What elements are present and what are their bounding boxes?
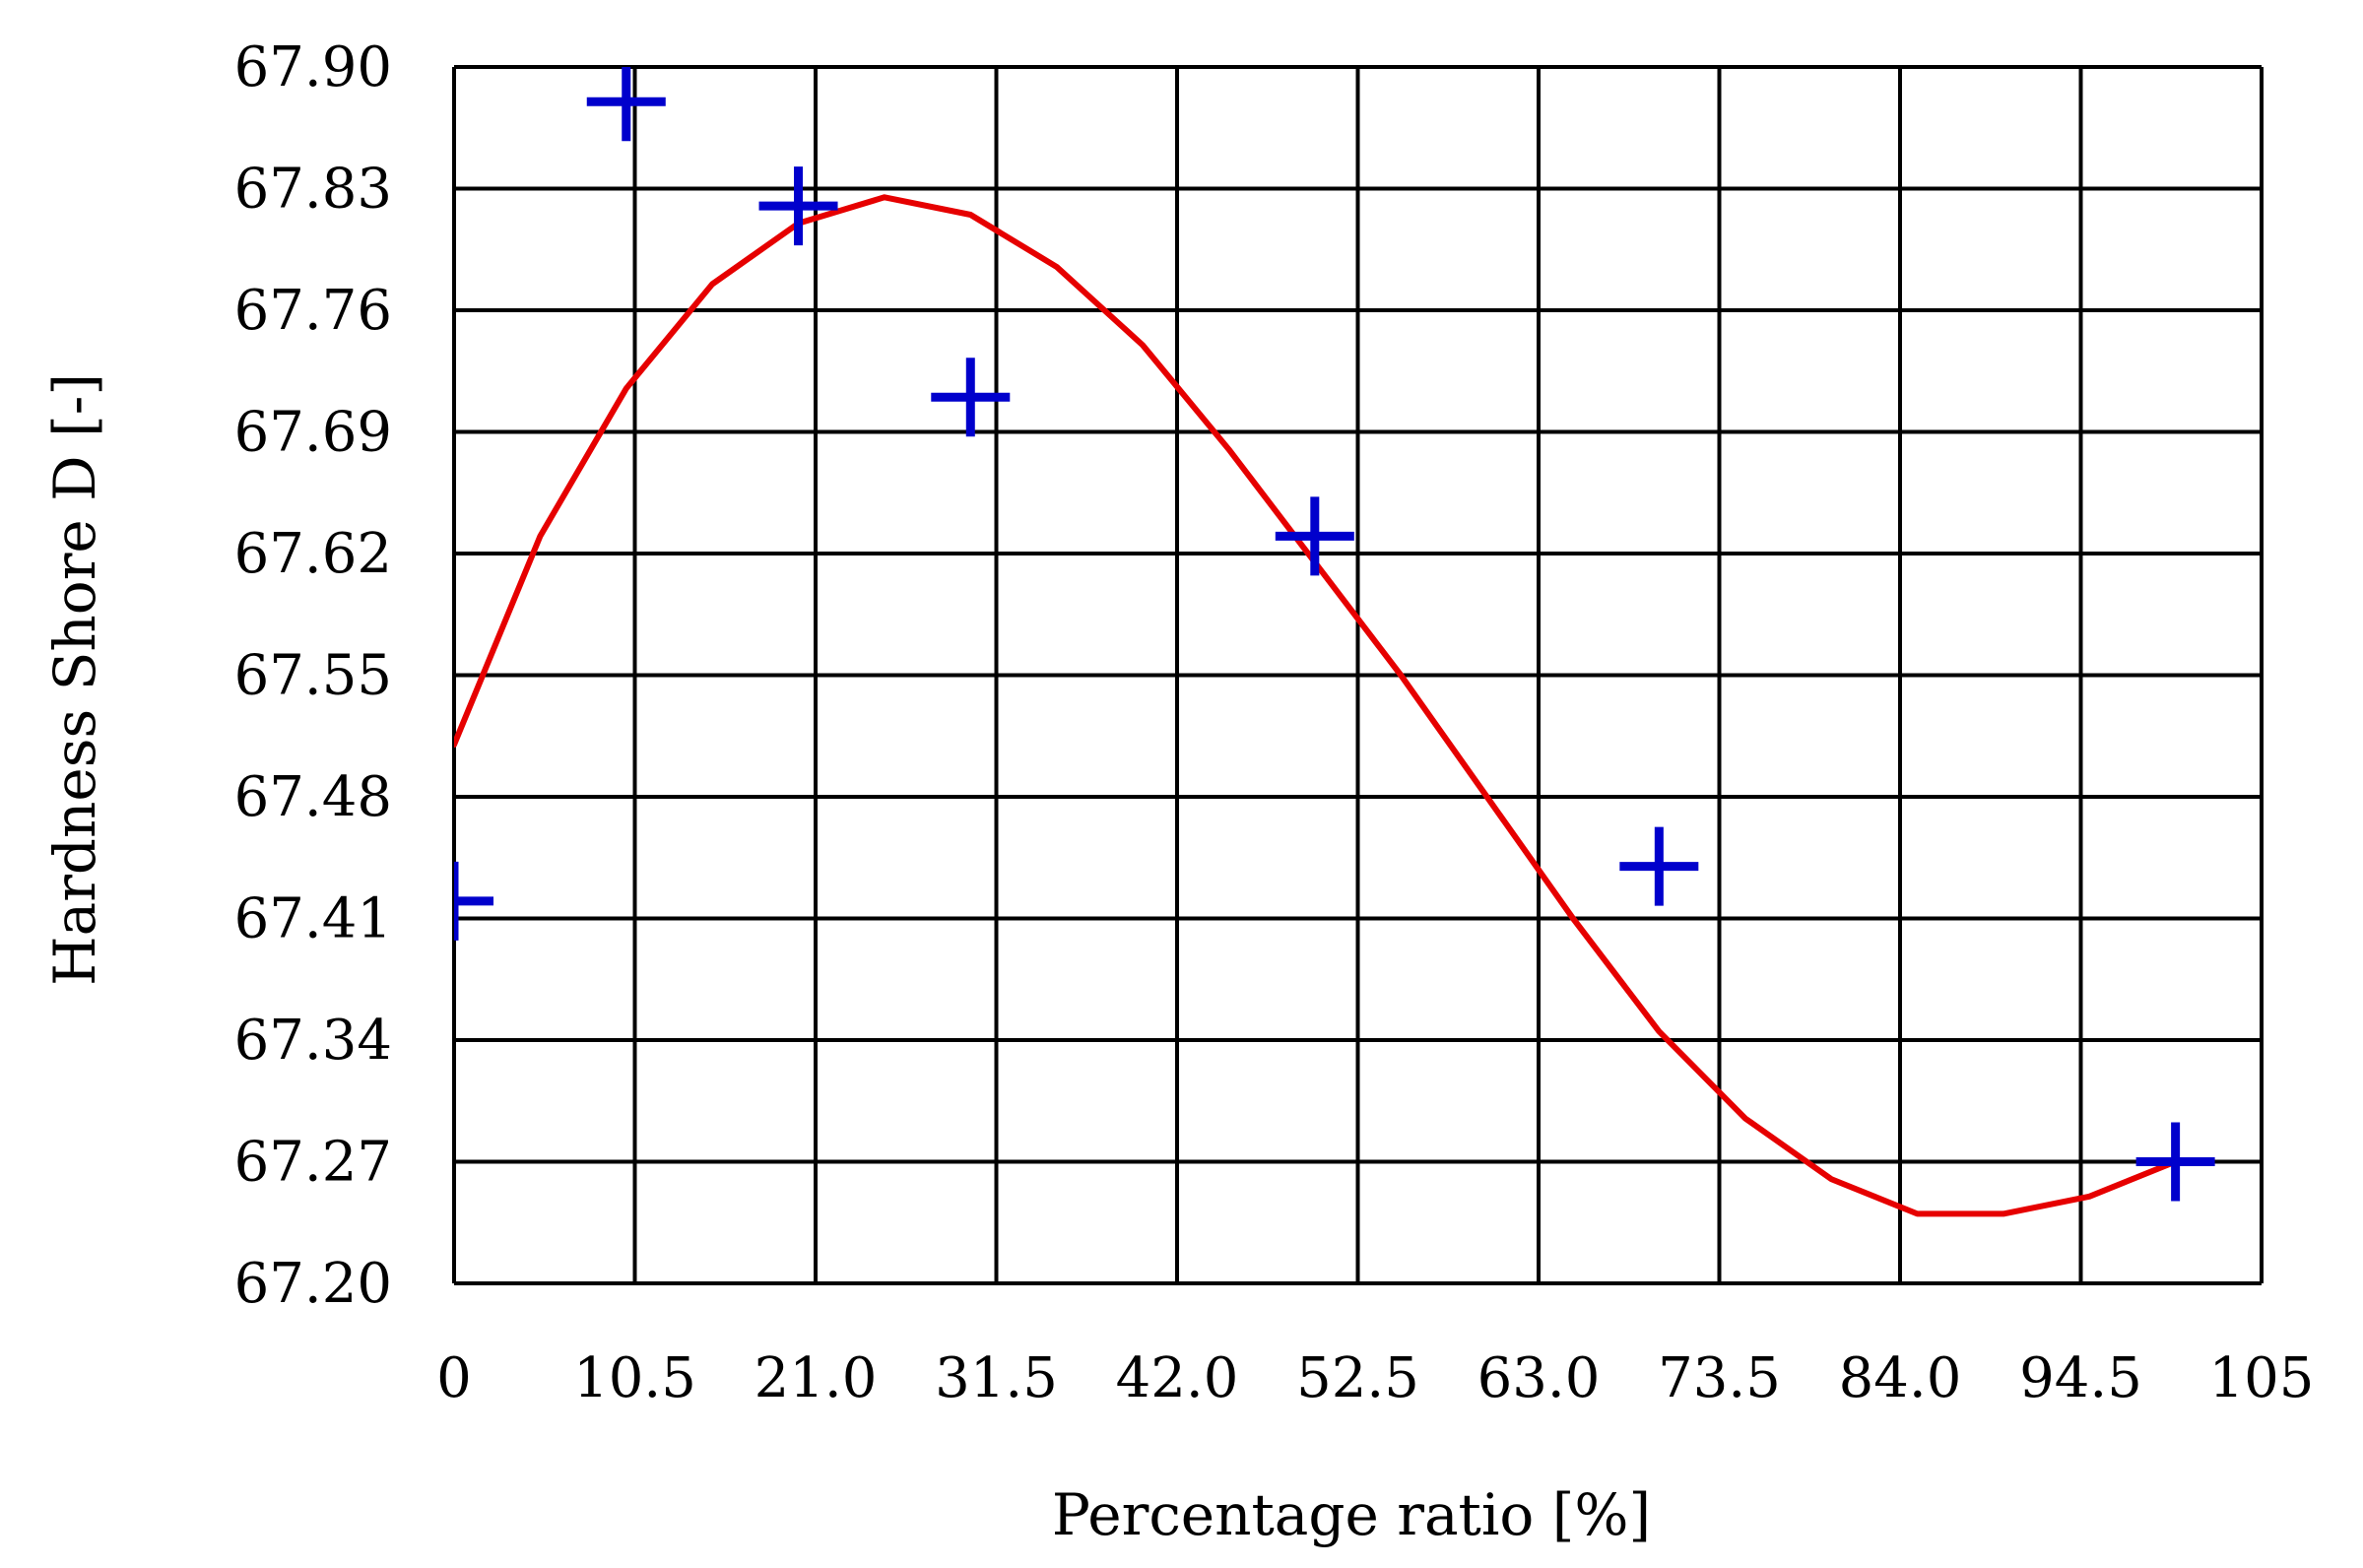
data-point-marker xyxy=(1619,826,1699,906)
y-tick-label: 67.55 xyxy=(234,644,392,708)
y-tick-label: 67.34 xyxy=(234,1009,392,1073)
x-tick-label: 63.0 xyxy=(1477,1346,1601,1410)
grid xyxy=(452,65,2264,1285)
x-tick-label: 73.5 xyxy=(1658,1346,1781,1410)
x-tick-label: 42.0 xyxy=(1116,1346,1239,1410)
y-tick-label: 67.41 xyxy=(234,887,392,951)
data-point-marker xyxy=(931,358,1011,437)
x-tick-label: 52.5 xyxy=(1296,1346,1419,1410)
y-axis-label: Hardness Shore D [-] xyxy=(41,373,108,986)
x-axis-label: Percentage ratio [%] xyxy=(1052,1481,1651,1548)
x-tick-label: 105 xyxy=(2209,1346,2315,1410)
y-tick-label: 67.48 xyxy=(234,765,392,829)
x-tick-label: 94.5 xyxy=(2019,1346,2142,1410)
data-point-marker xyxy=(2135,1122,2215,1202)
data-point-marker xyxy=(758,166,838,246)
x-tick-label: 84.0 xyxy=(1839,1346,1962,1410)
plot-area xyxy=(454,67,2215,1217)
y-tick-label: 67.76 xyxy=(234,279,392,343)
x-tick-labels: 0 10.5 21.0 31.5 42.0 52.5 63.0 73.5 84.0 94.5 105 xyxy=(436,1346,2314,1410)
y-tick-label: 67.90 xyxy=(234,35,392,99)
data-point-marker xyxy=(1275,496,1354,576)
y-tick-label: 67.20 xyxy=(234,1252,392,1316)
y-tick-labels: 67.90 67.83 67.76 67.69 67.62 67.55 67.48 67.41… xyxy=(234,35,392,1316)
y-tick-label: 67.62 xyxy=(234,522,392,586)
y-tick-label: 67.83 xyxy=(234,158,392,222)
data-point-marker xyxy=(454,861,493,941)
y-tick-label: 67.69 xyxy=(234,401,392,465)
x-tick-label: 21.0 xyxy=(755,1346,878,1410)
data-point-marker xyxy=(586,67,666,142)
x-tick-label: 31.5 xyxy=(935,1346,1058,1410)
x-tick-label: 10.5 xyxy=(573,1346,696,1410)
fit-curve-line xyxy=(454,194,2179,1217)
x-tick-label: 0 xyxy=(436,1346,472,1410)
y-tick-label: 67.27 xyxy=(234,1131,392,1195)
